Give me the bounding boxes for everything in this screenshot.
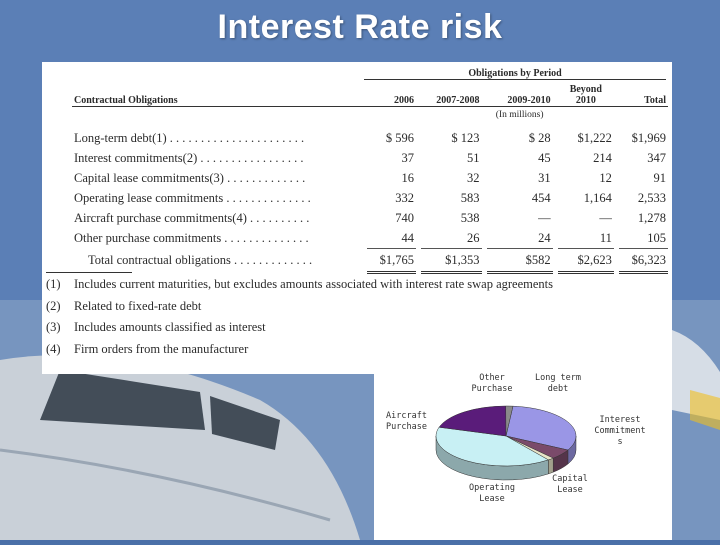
pie-slice-other bbox=[505, 405, 514, 437]
table-cell: 45 bbox=[538, 151, 551, 165]
footnotes: (1) Includes current maturities, but excl… bbox=[46, 274, 666, 360]
contractual-obligations-table: Obligations by Period Contractual Obliga… bbox=[72, 66, 668, 274]
col-header-total: Total bbox=[618, 82, 668, 107]
row-label: Long-term debt(1) . . . . . . . . . . . … bbox=[74, 131, 305, 145]
table-cell: 12 bbox=[599, 171, 612, 185]
table-cell: 44 bbox=[367, 228, 417, 249]
pie-slice-long_term_debt bbox=[505, 405, 577, 451]
table-cell: $ 596 bbox=[385, 131, 415, 145]
total-cell: $1,353 bbox=[421, 248, 482, 274]
table-row: Other purchase commitments . . . . . . .… bbox=[72, 228, 668, 249]
table-cell: 31 bbox=[538, 171, 551, 185]
row-label: Capital lease commitments(3) . . . . . .… bbox=[74, 171, 306, 185]
pie-slice-side bbox=[548, 457, 554, 475]
table-cell: 2,533 bbox=[637, 191, 666, 205]
pie-label-other: Other Purchase bbox=[472, 373, 513, 394]
table-row: Capital lease commitments(3) . . . . . .… bbox=[72, 169, 668, 189]
pie-label-aircraft: Aircraft Purchase bbox=[386, 411, 427, 432]
footnote-number: (3) bbox=[46, 320, 61, 334]
total-cell: $2,623 bbox=[557, 248, 614, 274]
footnote-text: Firm orders from the manufacturer bbox=[74, 341, 249, 356]
pie-labels: Long term debt Interest Commitment s Capital L… bbox=[386, 373, 646, 504]
col-header-obligations: Contractual Obligations bbox=[72, 82, 362, 107]
table-cell: 24 bbox=[486, 228, 553, 249]
table-row: Aircraft purchase commitments(4) . . . .… bbox=[72, 209, 668, 229]
table-cell: 332 bbox=[395, 191, 415, 205]
footnote: (2) Related to fixed-rate debt bbox=[46, 296, 666, 318]
table-row: Interest commitments(2) . . . . . . . . … bbox=[72, 149, 668, 169]
table-cell: 583 bbox=[460, 191, 480, 205]
row-label: Aircraft purchase commitments(4) . . . .… bbox=[74, 211, 310, 225]
footnote: (1) Includes current maturities, but excl… bbox=[46, 274, 666, 296]
footnote-number: (2) bbox=[46, 298, 61, 313]
row-label: Other purchase commitments . . . . . . .… bbox=[74, 231, 309, 245]
pie-slice-operating_lease bbox=[435, 426, 549, 467]
footnote-text: Includes amounts classified as interest bbox=[74, 320, 266, 334]
pie-chart: Long term debt Interest Commitment s Capital L… bbox=[386, 373, 646, 504]
beyond-2010-label: Beyond 2010 bbox=[569, 83, 602, 106]
units-label: (In millions) bbox=[495, 109, 544, 120]
table-cell: $ 123 bbox=[451, 131, 480, 145]
table-cell: 32 bbox=[467, 171, 480, 185]
total-label: Total contractual obligations . . . . . … bbox=[88, 253, 313, 267]
col-header-2006: 2006 bbox=[367, 82, 417, 107]
pie-label-capital_lease: Capital Lease bbox=[552, 474, 588, 495]
period-group-header: Obligations by Period bbox=[362, 66, 668, 82]
table-cell: 1,164 bbox=[583, 191, 612, 205]
pie-label-long_term_debt: Long term debt bbox=[535, 373, 581, 394]
slide-title: Interest Rate risk bbox=[217, 8, 503, 46]
table-cell: $ 28 bbox=[528, 131, 551, 145]
pie-slices bbox=[435, 405, 577, 481]
table-cell: 16 bbox=[401, 171, 415, 185]
table-cell: 105 bbox=[618, 228, 668, 249]
period-group-label: Obligations by Period bbox=[364, 68, 666, 80]
footnote-text: Related to fixed-rate debt bbox=[74, 298, 202, 313]
table-cell: $1,969 bbox=[631, 131, 666, 145]
col-header-2009-2010: 2009-2010 bbox=[486, 82, 553, 107]
col-header-2007-2008: 2007-2008 bbox=[421, 82, 482, 107]
footnote-number: (1) bbox=[46, 277, 61, 291]
table-cell: 26 bbox=[421, 228, 482, 249]
total-cell: $1,765 bbox=[367, 248, 417, 274]
table-cell: 214 bbox=[593, 151, 612, 165]
table-cell: 51 bbox=[467, 151, 480, 165]
obligations-pie-chart-panel: Long term debt Interest Commitment s Capital L… bbox=[374, 366, 672, 540]
pie-label-interest: Interest Commitment s bbox=[594, 415, 645, 447]
pie-label-operating_lease: Operating Lease bbox=[469, 483, 515, 504]
table-cell: 11 bbox=[557, 228, 614, 249]
col-header-beyond-2010: Beyond 2010 bbox=[557, 82, 614, 107]
footnote-text: Includes current maturities, but exclude… bbox=[74, 277, 554, 291]
row-label: Operating lease commitments . . . . . . … bbox=[74, 191, 311, 205]
pie-slice-aircraft bbox=[438, 405, 507, 437]
footnote: (3) Includes amounts classified as intere… bbox=[46, 317, 666, 339]
row-label: Interest commitments(2) . . . . . . . . … bbox=[74, 151, 304, 165]
total-row: Total contractual obligations . . . . . … bbox=[72, 248, 668, 274]
footnote: (4) Firm orders from the manufacturer bbox=[46, 339, 666, 361]
obligations-table-panel: Obligations by Period Contractual Obliga… bbox=[42, 62, 672, 374]
footnote-divider bbox=[46, 272, 132, 273]
footnote-number: (4) bbox=[46, 341, 61, 356]
table-cell: 347 bbox=[647, 151, 666, 165]
table-cell: 538 bbox=[460, 211, 480, 225]
total-cell: $6,323 bbox=[618, 248, 668, 274]
table-cell: — bbox=[538, 211, 551, 225]
table-cell: 1,278 bbox=[637, 211, 666, 225]
table-cell: 91 bbox=[653, 171, 667, 185]
table-cell: 37 bbox=[401, 151, 415, 165]
table-row: Long-term debt(1) . . . . . . . . . . . … bbox=[72, 129, 668, 149]
table-cell: 454 bbox=[531, 191, 551, 205]
table-cell: 740 bbox=[395, 211, 415, 225]
table-row: Operating lease commitments . . . . . . … bbox=[72, 189, 668, 209]
table-cell: — bbox=[599, 211, 612, 225]
table-cell: $1,222 bbox=[577, 131, 612, 145]
total-cell: $582 bbox=[486, 248, 553, 274]
